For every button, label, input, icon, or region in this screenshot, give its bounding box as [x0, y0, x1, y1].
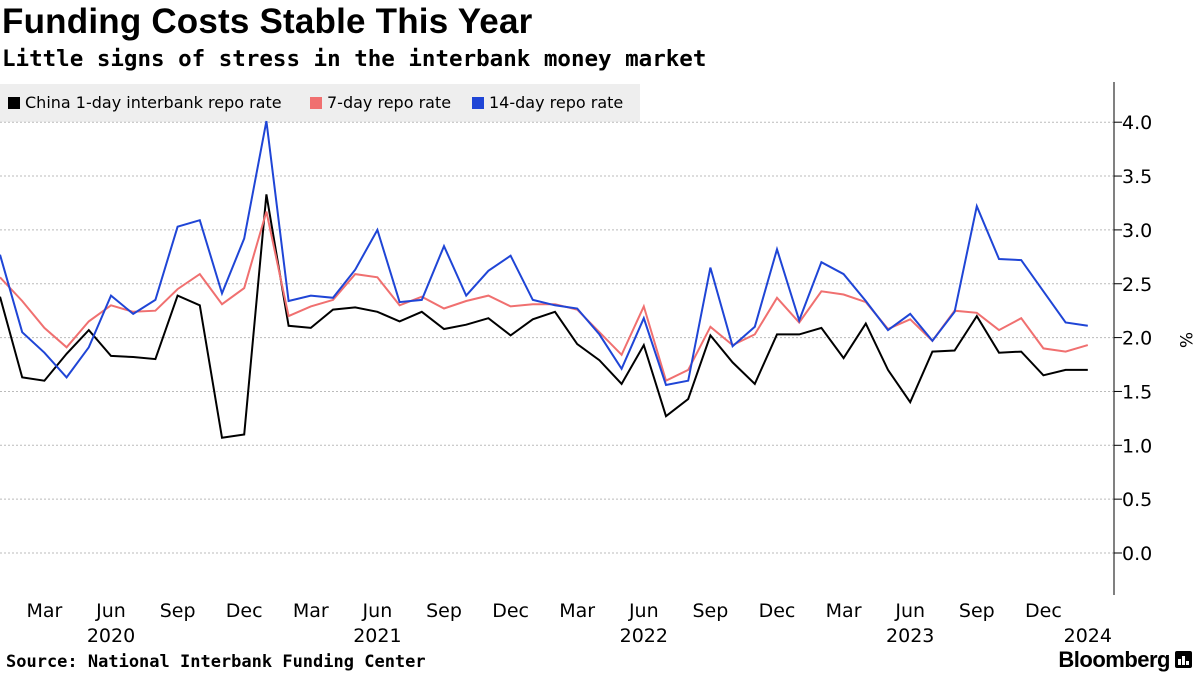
x-tick-label-month: Sep: [160, 600, 196, 622]
x-tick-label-year: 2021: [353, 625, 401, 647]
x-tick-label-month: Mar: [26, 600, 62, 622]
source-note: Source: National Interbank Funding Cente…: [6, 652, 426, 672]
x-tick-label-month: Sep: [426, 600, 462, 622]
x-tick-label-month: Dec: [759, 600, 796, 622]
legend-item-14day: 14-day repo rate: [472, 93, 623, 112]
legend-label-7day: 7-day repo rate: [327, 93, 452, 112]
series-line-14day: [0, 120, 1088, 387]
chart-subtitle: Little signs of stress in the interbank …: [2, 46, 707, 72]
x-tick-label-year: 2020: [87, 625, 135, 647]
y-tick-label: 0.0: [1122, 543, 1152, 565]
y-tick-label: 3.0: [1122, 220, 1152, 242]
legend: China 1-day interbank repo rate 7-day re…: [0, 84, 640, 122]
x-tick-label-month: Mar: [826, 600, 862, 622]
y-tick-label: 2.0: [1122, 328, 1152, 350]
y-tick-label: 2.5: [1122, 274, 1152, 296]
x-tick-label-year: 2022: [620, 625, 668, 647]
x-tick-label-month: Mar: [559, 600, 595, 622]
brand-logo: Bloomberg: [1058, 647, 1170, 672]
y-axis-label: %: [1175, 332, 1195, 348]
y-tick-label: 4.0: [1122, 112, 1152, 134]
legend-swatch-7day: [310, 96, 322, 109]
y-tick-label: 1.0: [1122, 435, 1152, 457]
series-line-7day: [0, 211, 1089, 383]
legend-swatch-1day: [8, 96, 20, 109]
x-tick-label-month: Jun: [894, 600, 925, 622]
legend-item-1day: China 1-day interbank repo rate: [8, 93, 282, 112]
x-tick-label-year: 2024: [1064, 625, 1112, 647]
chart-title: Funding Costs Stable This Year: [2, 2, 533, 41]
x-tick-label-month: Mar: [293, 600, 329, 622]
y-tick-label: 3.5: [1122, 166, 1152, 188]
y-tick-label: 1.5: [1122, 381, 1152, 403]
x-tick-label-year: 2023: [886, 625, 934, 647]
legend-label-1day: China 1-day interbank repo rate: [25, 93, 282, 112]
legend-item-7day: 7-day repo rate: [310, 93, 451, 112]
x-tick-label-month: Dec: [1025, 600, 1062, 622]
x-tick-label-month: Sep: [692, 600, 728, 622]
x-tick-label-month: Jun: [628, 600, 659, 622]
legend-label-14day: 14-day repo rate: [489, 93, 624, 112]
x-tick-label-month: Sep: [959, 600, 995, 622]
x-tick-label-month: Dec: [226, 600, 263, 622]
series-line-1day: [0, 194, 1088, 439]
x-tick-label-month: Jun: [362, 600, 393, 622]
y-tick-label: 0.5: [1122, 489, 1152, 511]
x-tick-label-month: Jun: [95, 600, 126, 622]
legend-swatch-14day: [472, 96, 484, 109]
x-tick-label-month: Dec: [492, 600, 529, 622]
bloomberg-terminal-icon: [1175, 651, 1192, 668]
